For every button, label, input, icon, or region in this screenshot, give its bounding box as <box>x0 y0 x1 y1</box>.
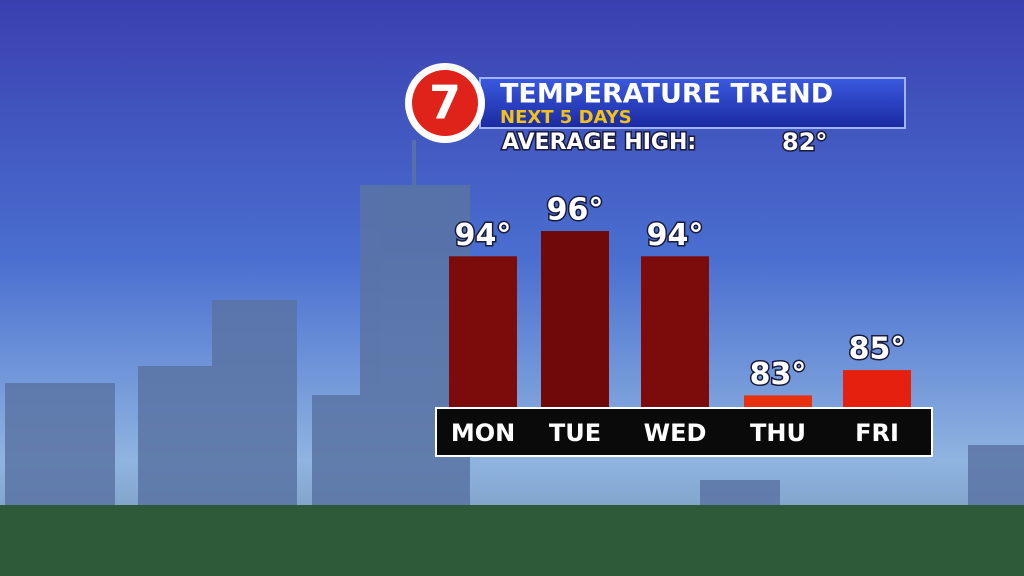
chart-subtitle: NEXT 5 DAYS <box>500 107 632 128</box>
average-value: 82° <box>782 128 827 156</box>
bar <box>641 256 709 408</box>
x-tick-label: FRI <box>855 419 899 447</box>
bar <box>843 370 911 408</box>
value-label: 94° <box>455 218 512 253</box>
x-tick-label: WED <box>644 419 707 447</box>
day-strip <box>435 407 933 457</box>
logo <box>412 70 478 136</box>
x-tick-label: TUE <box>549 419 601 447</box>
bar <box>541 231 609 408</box>
x-tick-label: MON <box>451 419 515 447</box>
bar <box>449 256 517 408</box>
value-label: 85° <box>849 332 906 367</box>
value-label: 96° <box>547 193 604 228</box>
value-label: 83° <box>750 357 807 392</box>
chart-title: TEMPERATURE TREND <box>500 79 833 110</box>
logo-text: 7 <box>429 76 461 130</box>
x-tick-label: THU <box>750 419 806 447</box>
average-label: AVERAGE HIGH: <box>502 130 696 155</box>
trees <box>0 505 1024 576</box>
value-label: 94° <box>647 218 704 253</box>
bar <box>744 395 812 408</box>
